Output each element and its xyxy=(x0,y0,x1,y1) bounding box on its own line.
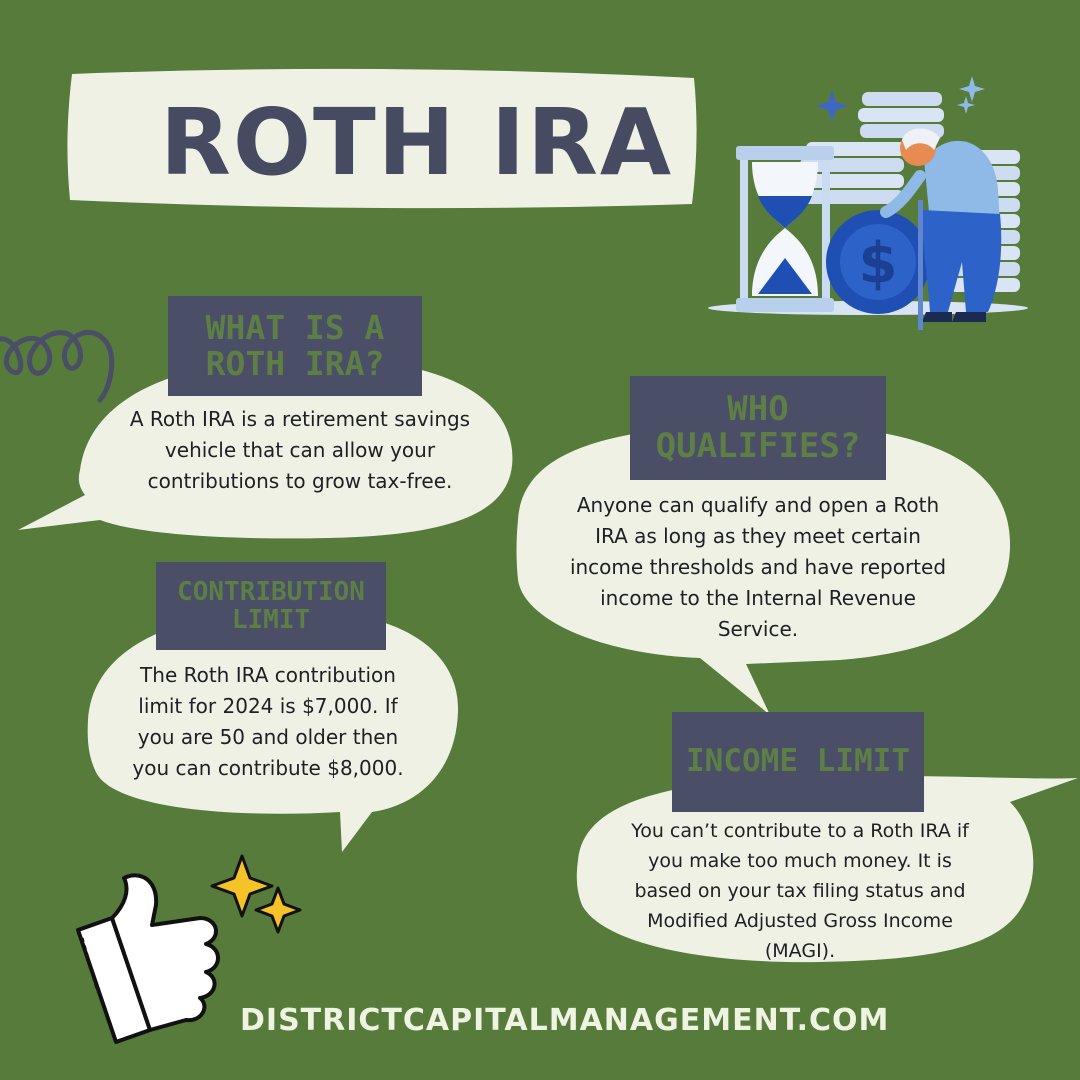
bubble-who-qualifies xyxy=(516,424,1011,715)
heading-who-qualifies: WHO QUALIFIES? xyxy=(630,376,886,480)
heading-contribution-line2: LIMIT xyxy=(231,605,311,635)
bubble-income-limit xyxy=(576,775,1078,963)
heading-contribution: CONTRIBUTION LIMIT xyxy=(156,562,386,650)
heading-what-is-line2: ROTH IRA? xyxy=(205,344,385,383)
heading-what-is-line1: WHAT IS A xyxy=(205,308,385,348)
body-what-is: A Roth IRA is a retirement savings vehic… xyxy=(129,407,471,493)
heading-contribution-line1: CONTRIBUTION xyxy=(177,576,365,607)
heading-income-limit-line1: INCOME LIMIT xyxy=(686,743,910,780)
footer-website: DISTRICTCAPITALMANAGEMENT.COM xyxy=(240,1003,890,1038)
heading-income-limit: INCOME LIMIT xyxy=(672,712,924,812)
bubble-contribution xyxy=(87,609,459,852)
heading-who-qualifies-line1: WHO xyxy=(727,389,789,430)
thumbs-up-icon xyxy=(76,873,220,1044)
body-contribution: The Roth IRA contribution limit for 2024… xyxy=(132,663,404,780)
scribble-icon xyxy=(0,330,115,403)
retiree-hourglass-coins-illustration: $ xyxy=(708,76,1028,330)
heading-what-is: WHAT IS A ROTH IRA? xyxy=(168,296,422,396)
bubble-what-is xyxy=(18,357,513,539)
body-income-limit: You can’t contribute to a Roth IRA if yo… xyxy=(631,820,969,962)
sparkle-icon xyxy=(210,854,302,934)
page-title: ROTH IRA xyxy=(160,89,674,196)
body-who-qualifies: Anyone can qualify and open a Roth IRA a… xyxy=(569,493,947,641)
svg-text:$: $ xyxy=(859,231,898,296)
title-banner-shape xyxy=(67,68,697,209)
heading-who-qualifies-line2: QUALIFIES? xyxy=(655,426,861,466)
